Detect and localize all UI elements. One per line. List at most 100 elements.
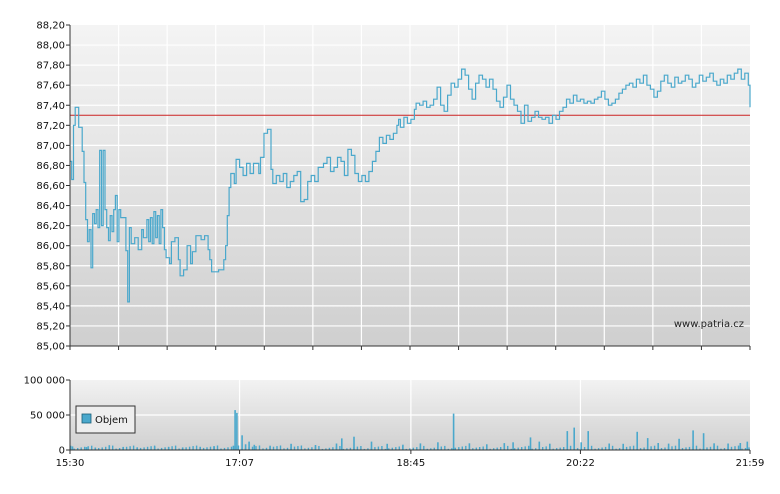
volume-bar: [132, 445, 135, 450]
volume-bar: [653, 445, 656, 450]
volume-bar: [384, 448, 387, 450]
volume-bar: [461, 446, 463, 450]
volume-bar: [349, 447, 352, 450]
volume-bar: [521, 447, 523, 450]
volume-bar: [98, 448, 100, 450]
volume-bar: [391, 447, 393, 450]
volume-bar: [748, 447, 750, 450]
volume-bar: [528, 445, 530, 450]
volume-bar: [678, 438, 680, 450]
volume-bar: [202, 447, 205, 450]
volume-bar: [664, 447, 666, 450]
volume-bar: [346, 448, 348, 450]
volume-bar: [367, 448, 369, 450]
volume-bar: [269, 445, 271, 450]
volume-panel: 15:30 17:07 18:45 20:22 21:59 0 50 000 100 000 O…: [24, 376, 765, 470]
volume-bar: [566, 431, 569, 450]
volume-bar: [437, 442, 439, 450]
x-tick-label: 20:22: [566, 458, 595, 469]
volume-bar: [370, 441, 373, 450]
volume-bar: [465, 445, 467, 450]
volume-bar: [709, 446, 712, 450]
volume-bar: [608, 443, 610, 450]
volume-bar: [475, 447, 477, 450]
volume-bar: [643, 447, 645, 450]
volume-bar: [297, 446, 299, 450]
volume-bar: [639, 448, 642, 450]
volume-bar: [468, 443, 471, 450]
volume-bar: [454, 447, 456, 450]
volume-bar: [542, 447, 544, 450]
volume-bar: [618, 448, 621, 450]
price-y-tick-label: 85,00: [36, 342, 65, 353]
volume-bar: [223, 447, 226, 450]
volume-bar: [419, 443, 422, 450]
x-tick-label: 18:45: [396, 458, 425, 469]
volume-bar: [188, 446, 191, 450]
volume-bar: [398, 446, 400, 450]
volume-bar: [304, 448, 306, 450]
volume-bar: [178, 448, 180, 450]
volume-bar: [255, 446, 257, 450]
volume-bar: [629, 446, 631, 450]
volume-bar: [300, 445, 303, 450]
price-y-tick-label: 87,60: [36, 81, 65, 92]
volume-bar: [311, 447, 313, 450]
volume-bar: [213, 446, 215, 450]
volume-bar: [576, 448, 579, 450]
volume-bar: [685, 447, 687, 450]
volume-bar: [514, 448, 516, 450]
volume-bar: [293, 446, 296, 450]
price-y-tick-label: 86,00: [36, 241, 65, 252]
volume-bar: [335, 443, 338, 450]
volume-bar: [143, 447, 145, 450]
volume-bar: [531, 448, 533, 450]
volume-bar: [171, 446, 173, 450]
volume-bar: [416, 447, 418, 450]
price-y-tick-label: 85,60: [36, 281, 65, 292]
volume-bar: [258, 445, 261, 450]
volume-bar: [430, 448, 432, 450]
volume-bar: [716, 445, 719, 450]
volume-bar: [237, 445, 240, 450]
price-y-tick-label: 85,80: [36, 261, 65, 272]
volume-bar: [129, 446, 131, 450]
volume-bar: [674, 445, 677, 450]
volume-bar: [720, 448, 722, 450]
volume-bar: [244, 444, 247, 450]
volume-bar: [482, 446, 484, 450]
volume-bar: [199, 446, 201, 450]
volume-bar: [739, 443, 742, 450]
volume-bar: [538, 441, 541, 450]
volume-bar: [426, 448, 428, 450]
volume-bar: [328, 447, 331, 450]
volume-bar: [251, 446, 254, 450]
volume-bar: [423, 445, 425, 450]
volume-bar: [321, 448, 324, 450]
price-panel: 85,00 85,20 85,40 85,60 85,80 86,00 86,20 86,40…: [36, 21, 751, 353]
volume-bar: [192, 446, 194, 450]
volume-bar: [232, 445, 235, 450]
volume-bar: [692, 430, 694, 450]
price-y-tick-label: 86,20: [36, 221, 65, 232]
volume-bar: [139, 447, 142, 450]
volume-bar: [70, 445, 72, 450]
volume-bar: [563, 447, 565, 450]
volume-bar: [227, 447, 229, 450]
volume-bar: [433, 447, 435, 450]
volume-bar: [112, 445, 114, 450]
volume-bar: [409, 448, 411, 450]
volume-bar: [241, 435, 243, 450]
volume-bar: [699, 448, 701, 450]
volume-bar: [512, 442, 514, 450]
volume-bar: [216, 445, 219, 450]
watermark-text: www.patria.cz: [674, 319, 744, 330]
volume-bar: [388, 448, 390, 450]
volume-bar: [71, 446, 74, 450]
volume-bar: [185, 447, 187, 450]
volume-bar: [80, 447, 82, 450]
volume-bar: [500, 447, 502, 450]
volume-bar: [230, 446, 233, 450]
volume-bar: [688, 446, 691, 450]
